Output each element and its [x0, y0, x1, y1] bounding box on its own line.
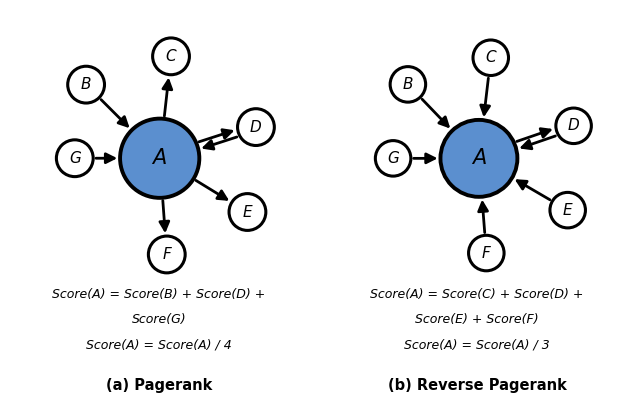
Circle shape: [153, 38, 190, 75]
Text: Score(A) = Score(A) / 4: Score(A) = Score(A) / 4: [86, 338, 232, 351]
Circle shape: [120, 118, 199, 198]
Text: B: B: [81, 77, 92, 92]
Text: C: C: [166, 49, 176, 64]
Text: (b) Reverse Pagerank: (b) Reverse Pagerank: [387, 378, 567, 393]
Text: Score(A) = Score(A) / 3: Score(A) = Score(A) / 3: [404, 338, 550, 351]
Text: E: E: [242, 205, 252, 220]
Text: G: G: [69, 151, 81, 166]
Circle shape: [67, 66, 104, 103]
Text: F: F: [482, 246, 491, 260]
Circle shape: [390, 67, 425, 102]
Circle shape: [469, 235, 504, 271]
Circle shape: [148, 236, 185, 273]
Circle shape: [57, 140, 93, 177]
Text: F: F: [162, 247, 171, 262]
Text: Score(A) = Score(B) + Score(D) +: Score(A) = Score(B) + Score(D) +: [52, 288, 266, 301]
Text: D: D: [250, 120, 262, 134]
Text: Score(E) + Score(F): Score(E) + Score(F): [415, 313, 539, 326]
Text: C: C: [485, 50, 496, 65]
Text: A: A: [153, 148, 167, 168]
Circle shape: [237, 109, 274, 145]
Circle shape: [441, 120, 518, 197]
Text: Score(G): Score(G): [132, 313, 186, 326]
Text: (a) Pagerank: (a) Pagerank: [106, 378, 212, 393]
Circle shape: [375, 141, 411, 176]
Circle shape: [556, 108, 591, 144]
Text: B: B: [403, 77, 413, 92]
Text: G: G: [387, 151, 399, 166]
Text: D: D: [568, 118, 579, 133]
Text: Score(A) = Score(C) + Score(D) +: Score(A) = Score(C) + Score(D) +: [370, 288, 584, 301]
Text: E: E: [563, 202, 572, 218]
Text: A: A: [472, 148, 486, 168]
Circle shape: [229, 194, 266, 231]
Circle shape: [550, 192, 586, 228]
Circle shape: [473, 40, 509, 76]
